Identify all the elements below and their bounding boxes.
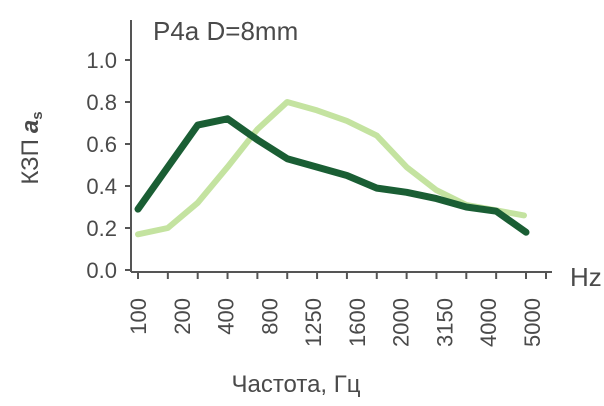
x-tick-label: 1250 — [301, 298, 326, 347]
y-tick-label: 0.6 — [86, 132, 117, 157]
x-tick-label: 1600 — [345, 298, 370, 347]
y-tick-label: 0.2 — [86, 216, 117, 241]
y-axis-title-symbol: a — [17, 120, 44, 133]
chart-title: P4a D=8mm — [153, 16, 298, 46]
x-axis-ticks: 100 200 400 800 1250 1600 2000 3150 4000 5000 — [126, 272, 547, 347]
y-tick-label: 0.4 — [86, 174, 117, 199]
series-line-2 — [135, 99, 527, 238]
x-tick-label: 200 — [170, 298, 195, 335]
series-lines — [134, 99, 530, 238]
y-tick-label: 0.0 — [86, 258, 117, 283]
y-tick-label: 0.8 — [86, 90, 117, 115]
x-unit-label: Hz — [570, 262, 602, 292]
y-axis-title-subscript: s — [29, 111, 46, 119]
y-axis-title: КЗП as — [17, 111, 46, 184]
x-tick-label: 2000 — [389, 298, 414, 347]
y-tick-label: 1.0 — [86, 48, 117, 73]
x-tick-label: 100 — [126, 298, 151, 335]
x-tick-label: 5000 — [520, 298, 545, 347]
y-axis-title-text: КЗП — [17, 139, 44, 184]
x-tick-label: 400 — [214, 298, 239, 335]
x-tick-label: 3150 — [432, 298, 457, 347]
series-line-1 — [134, 115, 530, 236]
x-axis-title: Частота, Гц — [231, 371, 360, 398]
x-tick-label: 800 — [257, 298, 282, 335]
x-tick-label: 4000 — [476, 298, 501, 347]
y-axis-ticks: 0.0 0.2 0.4 0.6 0.8 1.0 — [86, 48, 131, 283]
